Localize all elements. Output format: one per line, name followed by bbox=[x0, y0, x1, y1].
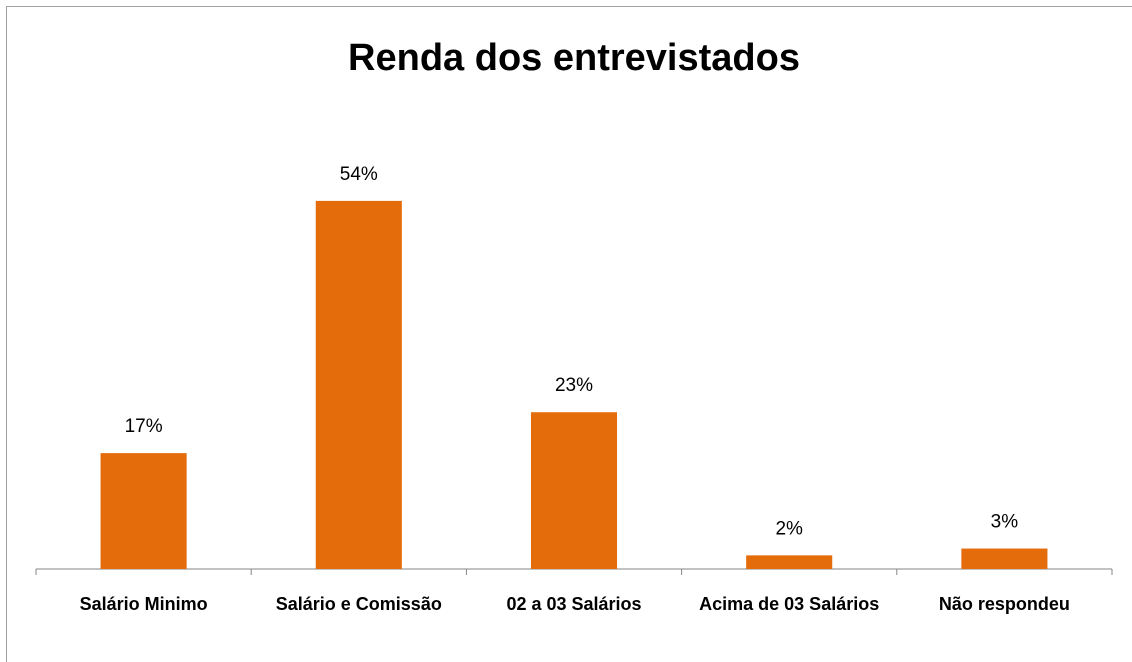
data-label: 17% bbox=[125, 416, 163, 437]
chart-title: Renda dos entrevistados bbox=[348, 37, 800, 79]
data-label: 23% bbox=[555, 375, 593, 396]
data-label: 54% bbox=[340, 164, 378, 185]
bar bbox=[961, 548, 1048, 569]
x-tick-label: Salário Minimo bbox=[79, 594, 208, 614]
bar bbox=[530, 412, 618, 569]
chart-border bbox=[6, 6, 1132, 662]
data-label: 2% bbox=[775, 518, 803, 539]
x-tick-label: Não respondeu bbox=[938, 594, 1070, 614]
bar bbox=[100, 453, 187, 569]
bar bbox=[315, 200, 402, 569]
x-tick-label: Salário e Comissão bbox=[275, 594, 442, 614]
x-tick-label: 02 a 03 Salários bbox=[506, 594, 642, 614]
x-tick-label: Acima de 03 Salários bbox=[699, 594, 880, 614]
bar bbox=[746, 555, 833, 569]
data-label: 3% bbox=[991, 512, 1019, 533]
